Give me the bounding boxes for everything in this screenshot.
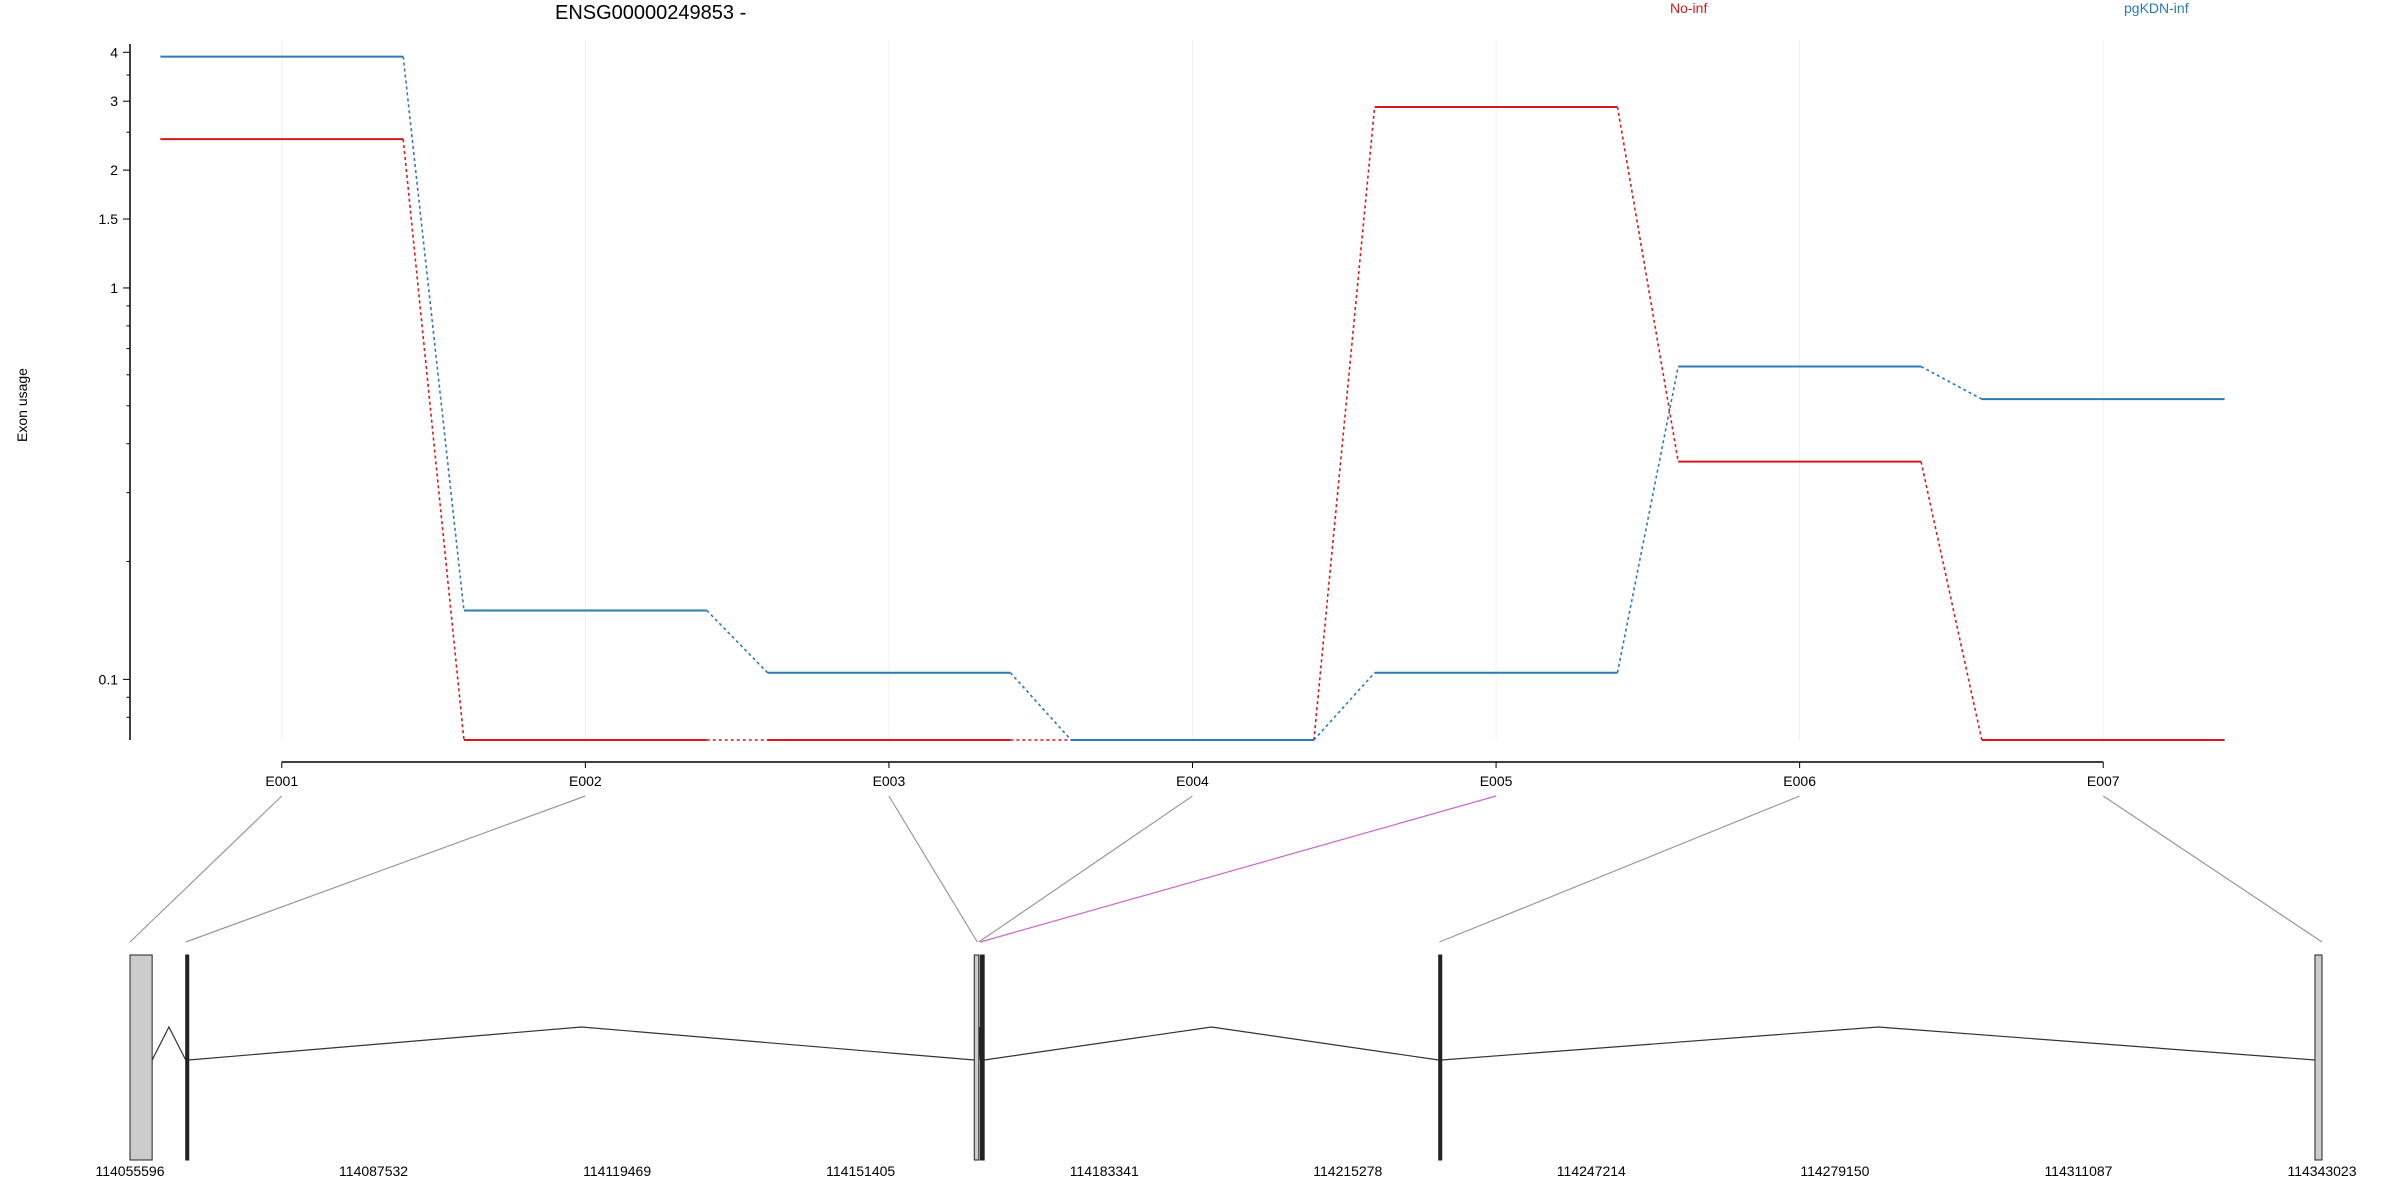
genome-coordinate-label: 114247214 [1557, 1163, 1626, 1179]
series-pgkdn-inf-transition [706, 609, 769, 674]
series-no-inf-transition [1313, 106, 1376, 741]
genome-coordinate-label: 114151405 [826, 1163, 895, 1179]
genome-coordinate-label: 114119469 [583, 1163, 651, 1179]
x-tick-label-e007: E007 [2087, 773, 2120, 789]
gene-exon-5 [1438, 954, 1443, 1161]
intron-line [1441, 1026, 2316, 1061]
genome-coordinate-label: 114215278 [1313, 1163, 1382, 1179]
genome-coordinate-label: 114343023 [2287, 1163, 2356, 1179]
gene-exon-2 [185, 954, 190, 1161]
exon-map-line-e004 [978, 795, 1193, 943]
chart-title: ENSG00000249853 - [555, 2, 747, 24]
gene-exon-6 [2314, 954, 2323, 1161]
series-pgkdn-inf-transition [1009, 672, 1072, 741]
series-pgkdn-inf-transition [1616, 366, 1679, 673]
exon-map-line-e007 [2102, 795, 2323, 943]
y-tick-label: 0.1 [99, 671, 119, 687]
gene-exon-4 [979, 954, 985, 1161]
genome-coordinate-label: 114279150 [1800, 1163, 1869, 1179]
y-axis-label: Exon usage [14, 368, 30, 442]
y-tick-label: 3 [110, 93, 118, 109]
intron-line [984, 1026, 1439, 1061]
genome-coordinate-label: 114311087 [2044, 1163, 2112, 1179]
x-tick-label-e004: E004 [1176, 773, 1209, 789]
legend-entry-no-inf: No-inf [1670, 0, 1708, 16]
legend-entry-pgkdn-inf: pgKDN-inf [2124, 0, 2189, 16]
exon-map-line-e005 [980, 795, 1497, 943]
exon-map-line-e003 [888, 795, 978, 943]
x-tick-label-e001: E001 [265, 773, 298, 789]
series-no-inf-transition [402, 139, 465, 741]
genome-coordinate-label: 114183341 [1070, 1163, 1139, 1179]
series-no-inf-transition [1616, 106, 1680, 462]
exon-map-line-e006 [1439, 795, 1800, 943]
intron-line [188, 1026, 975, 1061]
y-tick-label: 2 [110, 162, 118, 178]
y-tick-label: 4 [110, 44, 118, 60]
y-tick-label: 1.5 [99, 211, 119, 227]
x-tick-label-e003: E003 [873, 773, 906, 789]
series-pgkdn-inf-transition [1920, 365, 1983, 400]
gene-exon-1 [129, 954, 153, 1161]
x-tick-label-e006: E006 [1783, 773, 1816, 789]
intron-line [151, 1025, 187, 1061]
x-tick-label-e005: E005 [1480, 773, 1513, 789]
x-tick-label-e002: E002 [569, 773, 602, 789]
y-tick-label: 1 [110, 280, 118, 296]
genome-coordinate-label: 114087532 [339, 1163, 408, 1179]
series-pgkdn-inf-transition [402, 56, 465, 611]
series-no-inf-transition [1920, 461, 1983, 741]
exon-map-line-e002 [185, 795, 586, 943]
genome-coordinate-label: 114055596 [95, 1163, 164, 1179]
exon-map-line-e001 [129, 795, 283, 943]
gene-exon-3 [973, 954, 980, 1161]
series-pgkdn-inf-transition [1313, 672, 1376, 741]
